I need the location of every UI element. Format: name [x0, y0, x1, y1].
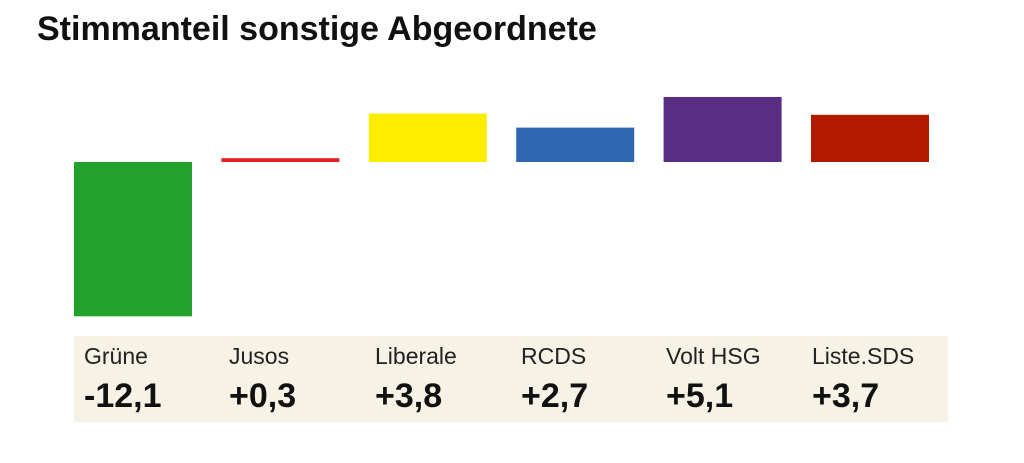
bar-gr-ne	[74, 162, 192, 317]
value-label: +3,7	[812, 377, 880, 415]
bar-liste-sds	[811, 114, 929, 162]
value-label: +5,1	[666, 377, 734, 415]
bar-group	[74, 97, 929, 317]
category-label: Liberale	[375, 343, 457, 369]
value-label: -12,1	[84, 377, 162, 415]
bar-jusos	[221, 158, 340, 162]
category-label: Liste.SDS	[812, 343, 915, 369]
labels-panel: Grüne -12,1 Jusos +0,3 Liberale +3,8 RCD…	[74, 336, 948, 422]
value-label: +3,8	[375, 377, 443, 415]
bar-liberale	[368, 113, 487, 162]
category-label: Grüne	[84, 343, 148, 369]
value-label: +2,7	[521, 377, 589, 415]
category-label: RCDS	[521, 343, 587, 369]
category-label: Jusos	[229, 343, 290, 369]
chart-title: Stimmanteil sonstige Abgeordnete	[37, 10, 597, 48]
category-label: Volt HSG	[666, 343, 761, 369]
bar-rcds	[516, 127, 635, 162]
bar-volt-hsg	[663, 97, 782, 162]
value-label: +0,3	[229, 377, 297, 415]
bar-chart	[74, 97, 929, 317]
